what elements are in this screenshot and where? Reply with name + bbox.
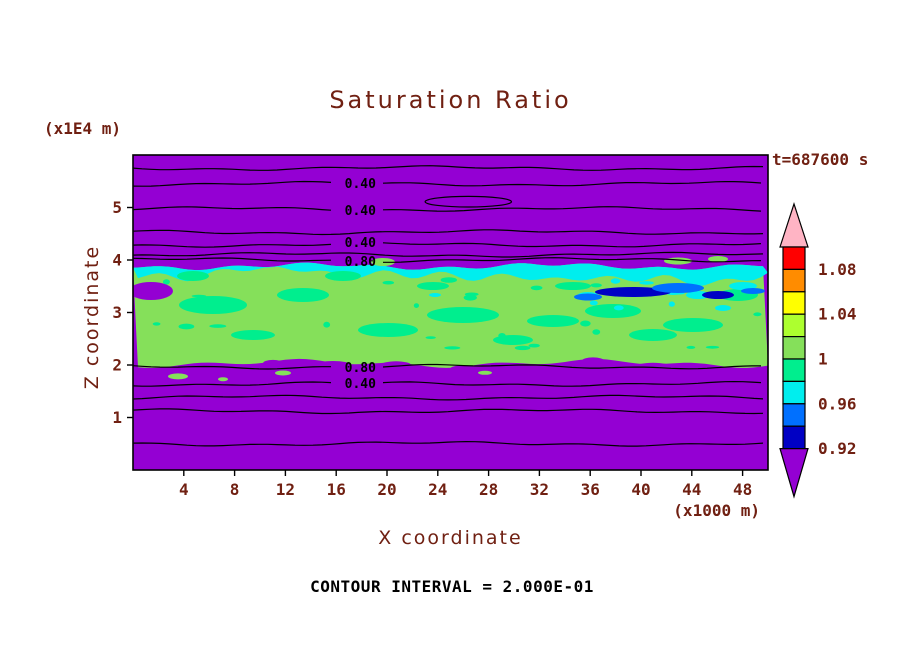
colorbar-segment	[782, 358, 806, 382]
z-tick-label: 2	[113, 356, 122, 375]
x-tick-label: 12	[276, 480, 295, 495]
colorbar-segment	[782, 425, 806, 450]
contour-interval-note: CONTOUR INTERVAL = 2.000E-01	[310, 577, 594, 596]
colorbar-segment	[782, 380, 806, 405]
x-axis-unit-label: (x1000 m)	[673, 501, 760, 520]
x-tick-label: 24	[428, 480, 447, 495]
x-tick-label: 28	[479, 480, 498, 495]
colorbar-segment	[782, 313, 806, 338]
x-axis-title: X coordinate	[378, 527, 523, 549]
contour-label: 0.80	[345, 361, 376, 376]
colorbar-over-arrow	[779, 202, 809, 248]
z-tick-label: 4	[113, 251, 122, 270]
x-tick-label: 48	[733, 480, 752, 495]
z-tick-label: 5	[113, 198, 122, 217]
contour-label: 0.40	[345, 177, 376, 192]
x-tick-label: 36	[581, 480, 600, 495]
colorbar: 1.08 1.04 1 0.96 0.92	[779, 202, 857, 499]
colorbar-tick-label: 0.92	[818, 439, 857, 458]
x-tick-label: 40	[631, 480, 650, 495]
contour-label: 0.40	[345, 236, 376, 251]
colorbar-segment	[782, 291, 806, 315]
z-axis-unit-label: (x1E4 m)	[44, 119, 122, 138]
colorbar-under-arrow	[779, 448, 809, 499]
contour-plot: 0.400.400.400.800.800.404 8 12 16 20 24 28 32 36…	[113, 154, 769, 495]
x-tick-label: 8	[230, 480, 240, 495]
x-tick-label: 32	[530, 480, 549, 495]
z-tick-label: 3	[113, 303, 122, 322]
x-tick-label: 20	[377, 480, 396, 495]
saturation-field	[133, 155, 768, 470]
closed-contour	[424, 195, 513, 208]
z-tick-label: 1	[113, 408, 122, 427]
colorbar-tick-label: 1.04	[818, 305, 857, 324]
colorbar-tick-label: 1	[818, 350, 828, 369]
figure-title: Saturation Ratio	[329, 86, 572, 114]
time-label: t=687600 s	[772, 150, 869, 169]
x-tick-label: 16	[327, 480, 346, 495]
contour-label: 0.40	[345, 377, 376, 392]
x-tick-label: 4	[179, 480, 189, 495]
colorbar-segment	[782, 403, 806, 427]
contour-lines	[133, 165, 764, 447]
colorbar-tick-label: 1.08	[818, 260, 857, 279]
axis-ticks	[127, 206, 744, 476]
colorbar-tick-label: 0.96	[818, 394, 857, 413]
x-tick-label: 44	[682, 480, 701, 495]
z-axis-title: Z coordinate	[81, 244, 103, 390]
colorbar-segment	[782, 336, 806, 360]
colorbar-segment	[782, 268, 806, 293]
colorbar-segment	[782, 246, 806, 270]
contour-label: 0.80	[345, 255, 376, 270]
contour-label: 0.40	[345, 204, 376, 219]
